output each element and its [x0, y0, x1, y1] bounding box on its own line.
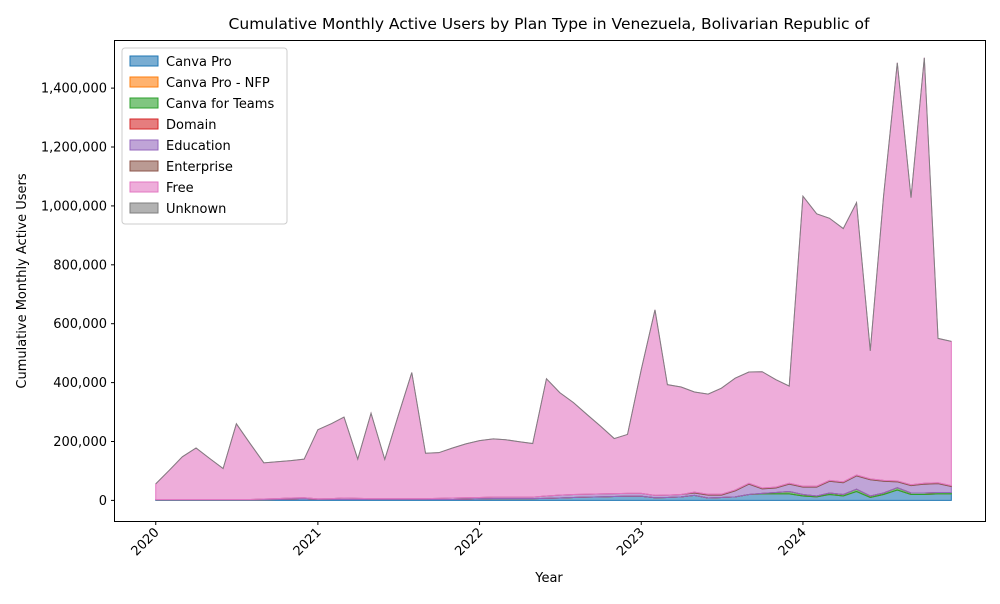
legend-label: Canva for Teams	[166, 97, 274, 112]
legend-swatch	[129, 202, 159, 214]
x-tick-label: 2024	[776, 525, 810, 559]
legend-label: Enterprise	[166, 160, 233, 175]
x-tick-label: 2020	[129, 525, 163, 559]
y-axis-ticks: 0 200,000 400,000 600,000 800,000 1,000,000 1,…	[41, 82, 115, 509]
legend-swatch	[129, 55, 159, 67]
y-axis-label: Cumulative Monthly Active Users	[15, 173, 30, 388]
y-tick-label: 1,400,000	[41, 82, 107, 97]
legend-label: Unknown	[166, 202, 226, 217]
chart-title: Cumulative Monthly Active Users by Plan …	[229, 15, 870, 33]
legend-swatch	[129, 139, 159, 151]
legend-label: Canva Pro - NFP	[166, 76, 270, 91]
legend-swatch	[129, 160, 159, 172]
legend-swatch	[129, 76, 159, 88]
legend-label: Canva Pro	[166, 55, 232, 70]
y-tick-label: 1,200,000	[41, 141, 107, 156]
legend: Canva Pro Canva Pro - NFP Canva for Teams D…	[121, 47, 288, 225]
legend-swatch	[129, 97, 159, 109]
legend-label: Education	[166, 139, 231, 154]
x-tick-label: 2021	[291, 525, 325, 559]
x-tick-label: 2022	[452, 525, 486, 559]
y-tick-label: 400,000	[53, 376, 107, 391]
x-tick-label: 2023	[614, 525, 648, 559]
y-tick-label: 800,000	[53, 258, 107, 273]
area-unknown	[155, 57, 952, 485]
plot-areas	[155, 57, 952, 501]
legend-label: Domain	[166, 118, 216, 133]
legend-swatch	[129, 118, 159, 130]
legend-label: Free	[166, 181, 194, 196]
legend-box	[121, 47, 288, 225]
plot-frame	[114, 40, 986, 522]
legend-swatch	[129, 181, 159, 193]
y-tick-label: 200,000	[53, 435, 107, 450]
y-tick-label: 0	[99, 494, 107, 509]
y-tick-label: 1,000,000	[41, 199, 107, 214]
x-axis-label: Year	[534, 571, 563, 586]
y-tick-label: 600,000	[53, 317, 107, 332]
x-axis-ticks: 2020 2021 2022 2023 2024	[129, 521, 810, 559]
